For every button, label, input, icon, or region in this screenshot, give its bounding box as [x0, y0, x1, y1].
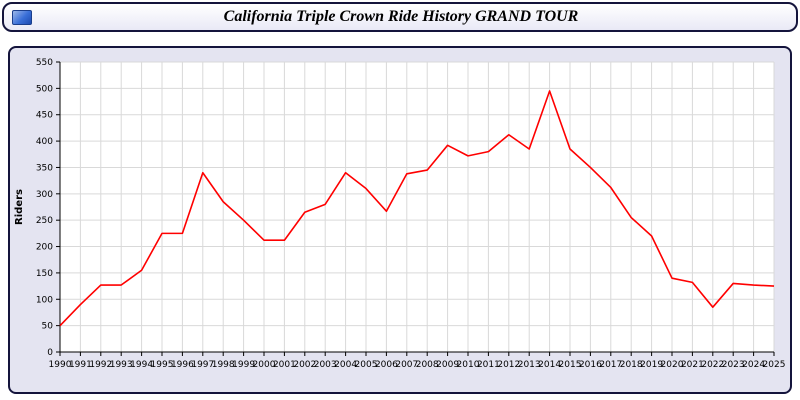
svg-text:1992: 1992: [89, 360, 112, 370]
svg-text:1994: 1994: [130, 360, 153, 370]
svg-text:400: 400: [36, 137, 53, 147]
svg-text:Riders: Riders: [14, 189, 25, 225]
svg-text:1997: 1997: [191, 360, 214, 370]
svg-text:250: 250: [36, 216, 53, 226]
svg-text:2004: 2004: [334, 360, 357, 370]
svg-text:2016: 2016: [579, 360, 602, 370]
svg-text:1996: 1996: [171, 360, 194, 370]
svg-text:2017: 2017: [599, 360, 622, 370]
svg-text:2014: 2014: [538, 360, 561, 370]
chart-panel: 0 50 100 150 200 250 300 350 400 450 500 550 1990 199…: [8, 46, 792, 394]
svg-text:2008: 2008: [416, 360, 439, 370]
svg-text:2013: 2013: [518, 360, 541, 370]
svg-text:2024: 2024: [742, 360, 765, 370]
svg-text:1995: 1995: [151, 360, 174, 370]
svg-text:550: 550: [36, 58, 53, 68]
svg-text:100: 100: [36, 295, 53, 305]
svg-text:150: 150: [36, 269, 53, 279]
svg-text:2020: 2020: [661, 360, 684, 370]
svg-text:2021: 2021: [681, 360, 704, 370]
svg-text:2018: 2018: [620, 360, 643, 370]
svg-text:2019: 2019: [640, 360, 663, 370]
svg-text:1991: 1991: [69, 360, 92, 370]
svg-text:1998: 1998: [212, 360, 235, 370]
svg-text:2007: 2007: [395, 360, 418, 370]
svg-text:2025: 2025: [763, 360, 786, 370]
svg-text:2002: 2002: [293, 360, 316, 370]
svg-text:1999: 1999: [232, 360, 255, 370]
svg-text:350: 350: [36, 163, 53, 173]
svg-text:50: 50: [42, 322, 54, 332]
svg-text:2011: 2011: [477, 360, 500, 370]
svg-text:2009: 2009: [436, 360, 459, 370]
svg-text:2023: 2023: [722, 360, 745, 370]
page-title: California Triple Crown Ride History GRA…: [223, 8, 579, 25]
svg-text:200: 200: [36, 243, 53, 253]
title-bar: California Triple Crown Ride History GRA…: [2, 2, 798, 32]
svg-text:2022: 2022: [701, 360, 724, 370]
svg-text:2005: 2005: [355, 360, 378, 370]
svg-text:2010: 2010: [457, 360, 480, 370]
svg-text:2000: 2000: [253, 360, 276, 370]
ride-history-line-chart: 0501001502002503003504004505005501990199…: [14, 58, 786, 370]
svg-text:500: 500: [36, 84, 53, 94]
svg-text:1990: 1990: [49, 360, 72, 370]
svg-text:450: 450: [36, 111, 53, 121]
svg-text:1993: 1993: [110, 360, 133, 370]
svg-text:2015: 2015: [559, 360, 582, 370]
blue-picture-icon: [12, 9, 32, 25]
svg-text:300: 300: [36, 190, 53, 200]
svg-text:2012: 2012: [497, 360, 520, 370]
svg-text:0: 0: [47, 348, 53, 358]
svg-text:2003: 2003: [314, 360, 337, 370]
svg-text:2001: 2001: [273, 360, 296, 370]
svg-text:2006: 2006: [375, 360, 398, 370]
